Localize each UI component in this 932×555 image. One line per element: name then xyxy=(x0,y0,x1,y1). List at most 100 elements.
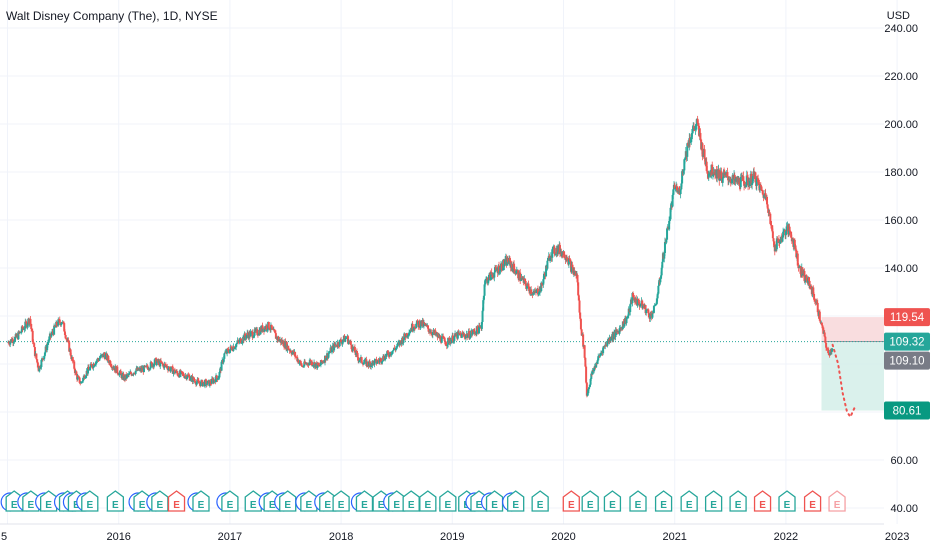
candle-up xyxy=(487,274,490,281)
candle-up xyxy=(600,353,603,355)
candle-down xyxy=(810,286,813,290)
earnings-marker[interactable]: E xyxy=(729,490,747,512)
candle-down xyxy=(353,347,356,353)
candle-down xyxy=(773,241,776,248)
candle-up xyxy=(50,334,53,337)
candle-down xyxy=(633,297,636,301)
candle-down xyxy=(704,158,707,165)
earnings-marker[interactable]: E xyxy=(629,490,647,512)
earnings-marker[interactable]: E xyxy=(778,490,796,512)
earnings-marker[interactable]: E xyxy=(274,490,297,512)
earnings-marker[interactable]: E xyxy=(828,490,846,512)
candle-down xyxy=(637,299,640,301)
candle-up xyxy=(397,343,400,345)
candle-up xyxy=(233,347,236,350)
candle-up xyxy=(392,349,395,351)
candle-down xyxy=(300,363,303,366)
candle-down xyxy=(36,359,39,363)
candle-down xyxy=(743,180,746,186)
entry-price-label-text: 109.32 xyxy=(889,337,924,349)
candle-up xyxy=(658,280,661,286)
candle-down xyxy=(306,363,309,365)
candle-down xyxy=(527,283,530,287)
candle-up xyxy=(218,372,221,378)
candle-down xyxy=(53,325,56,327)
candle-up xyxy=(802,274,805,275)
earnings-marker[interactable]: E xyxy=(581,490,599,512)
target-price-label-text: 80.61 xyxy=(893,406,922,418)
earnings-marker[interactable]: E xyxy=(680,490,698,512)
candle-up xyxy=(460,333,463,338)
candle-up xyxy=(606,342,609,346)
earnings-marker[interactable]: E xyxy=(502,490,525,512)
earnings-letter: E xyxy=(86,500,93,511)
earnings-marker[interactable]: E xyxy=(350,490,374,512)
earnings-marker[interactable]: E xyxy=(17,490,40,512)
earnings-marker[interactable]: E xyxy=(295,490,318,512)
earnings-marker[interactable]: E xyxy=(562,490,580,512)
earnings-marker[interactable]: E xyxy=(383,490,406,512)
earnings-icon xyxy=(729,490,747,512)
candle-down xyxy=(366,361,369,366)
candle-down xyxy=(713,172,716,175)
candle-up xyxy=(464,335,467,339)
candle-down xyxy=(93,363,96,367)
candle-up xyxy=(440,336,443,343)
candle-down xyxy=(67,339,70,343)
price-axis[interactable]: 40.0060.0080.00100.00120.00140.00160.001… xyxy=(884,23,918,515)
earnings-marker[interactable]: E xyxy=(704,490,723,512)
candle-down xyxy=(11,339,14,344)
candle-down xyxy=(641,300,644,309)
candle-up xyxy=(24,321,27,329)
earnings-marker[interactable]: E xyxy=(314,490,337,512)
candle-down xyxy=(406,333,409,337)
earnings-icon xyxy=(355,490,374,512)
time-axis[interactable]: 5 2016 2017 2018 2019 2020 2021 2022 2023 xyxy=(0,523,909,543)
candle-down xyxy=(201,380,204,387)
earnings-marker[interactable]: E xyxy=(480,490,504,512)
candle-up xyxy=(482,300,485,311)
candle-up xyxy=(223,353,226,359)
earnings-letter: E xyxy=(73,500,80,511)
candle-up xyxy=(782,230,785,232)
candle-down xyxy=(541,284,544,286)
earnings-marker[interactable]: E xyxy=(603,490,622,512)
earnings-marker[interactable]: E xyxy=(753,490,772,512)
candle-up xyxy=(12,342,15,344)
earnings-marker[interactable]: E xyxy=(167,490,186,512)
earnings-marker[interactable]: E xyxy=(332,490,350,512)
candle-up xyxy=(493,272,496,278)
earnings-marker[interactable]: E xyxy=(128,490,151,512)
earnings-marker[interactable]: E xyxy=(106,490,125,512)
candle-down xyxy=(513,269,516,274)
earnings-marker[interactable]: E xyxy=(419,490,437,512)
candle-down xyxy=(361,362,364,364)
earnings-marker[interactable]: E xyxy=(76,490,99,512)
earnings-marker[interactable]: E xyxy=(146,490,169,512)
earnings-markers[interactable]: EEEEEEEEEEEEEEEEEEEEEEEEEEEEEEEEEEEEEEEE… xyxy=(0,490,846,512)
chart-title: Walt Disney Company (The), 1D, NYSE xyxy=(6,9,218,23)
earnings-marker[interactable]: E xyxy=(35,490,58,512)
candle-down xyxy=(615,330,618,332)
candle-down xyxy=(632,296,635,298)
candle-down xyxy=(159,360,162,363)
earnings-marker[interactable]: E xyxy=(187,490,210,512)
candle-up xyxy=(236,340,239,343)
candle-down xyxy=(506,258,509,262)
candle-down xyxy=(317,362,320,366)
candle-down xyxy=(273,329,276,332)
candle-up xyxy=(751,183,754,185)
candle-up xyxy=(683,159,686,171)
candle-down xyxy=(642,305,645,307)
earnings-marker[interactable]: E xyxy=(439,490,457,512)
y-tick-label: 60.00 xyxy=(890,455,918,467)
earnings-marker[interactable]: E xyxy=(531,490,549,512)
earnings-marker[interactable]: E xyxy=(803,490,822,512)
earnings-marker[interactable]: E xyxy=(216,490,239,512)
candle-down xyxy=(741,175,744,177)
earnings-marker[interactable]: E xyxy=(654,490,673,512)
earnings-letter: E xyxy=(361,500,368,511)
earnings-marker[interactable]: E xyxy=(402,490,420,512)
